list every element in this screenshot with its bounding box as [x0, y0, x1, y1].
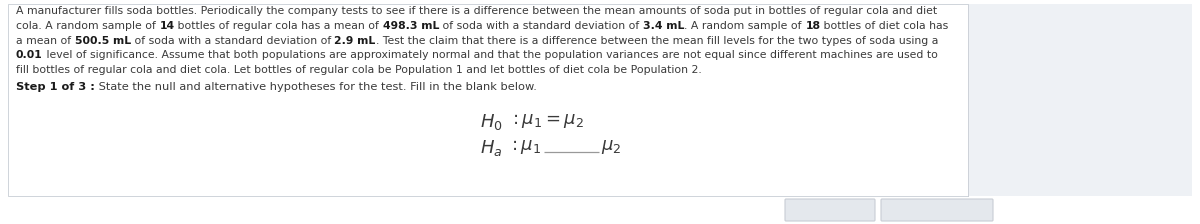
Text: fill bottles of regular cola and diet cola. Let bottles of regular cola be Popul: fill bottles of regular cola and diet co… [16, 65, 702, 75]
Text: a mean of: a mean of [16, 36, 74, 46]
Text: 0.01: 0.01 [16, 50, 43, 60]
Text: Step 1 of 3 :: Step 1 of 3 : [16, 82, 95, 92]
FancyBboxPatch shape [785, 199, 875, 221]
Text: $H_a$: $H_a$ [480, 138, 503, 158]
Text: $H_0$: $H_0$ [480, 112, 503, 132]
Text: State the null and alternative hypotheses for the test. Fill in the blank below.: State the null and alternative hypothese… [95, 82, 536, 92]
Text: 500.5 mL: 500.5 mL [74, 36, 131, 46]
Text: . A random sample of: . A random sample of [684, 21, 805, 31]
Text: bottles of regular cola has a mean of: bottles of regular cola has a mean of [174, 21, 383, 31]
Text: $:\mu_1 = \mu_2$: $:\mu_1 = \mu_2$ [503, 112, 584, 130]
Text: 18: 18 [805, 21, 821, 31]
Text: bottles of diet cola has: bottles of diet cola has [821, 21, 949, 31]
Text: A manufacturer fills soda bottles. Periodically the company tests to see if ther: A manufacturer fills soda bottles. Perio… [16, 6, 937, 16]
Text: 2.9 mL: 2.9 mL [335, 36, 376, 46]
Text: . Test the claim that there is a difference between the mean fill levels for the: . Test the claim that there is a differe… [376, 36, 938, 46]
Bar [8, 4, 968, 196]
Text: 498.3 mL: 498.3 mL [383, 21, 439, 31]
Text: 14: 14 [160, 21, 174, 31]
Text: cola. A random sample of: cola. A random sample of [16, 21, 160, 31]
Text: of soda with a standard deviation of: of soda with a standard deviation of [131, 36, 335, 46]
Bar [968, 4, 1192, 196]
FancyBboxPatch shape [881, 199, 994, 221]
Text: level of significance. Assume that both populations are approximately normal and: level of significance. Assume that both … [43, 50, 937, 60]
Text: $\mu_2$: $\mu_2$ [600, 138, 622, 156]
Text: 3.4 mL: 3.4 mL [643, 21, 684, 31]
Text: $:\mu_1$: $:\mu_1$ [503, 138, 541, 156]
Text: of soda with a standard deviation of: of soda with a standard deviation of [439, 21, 643, 31]
